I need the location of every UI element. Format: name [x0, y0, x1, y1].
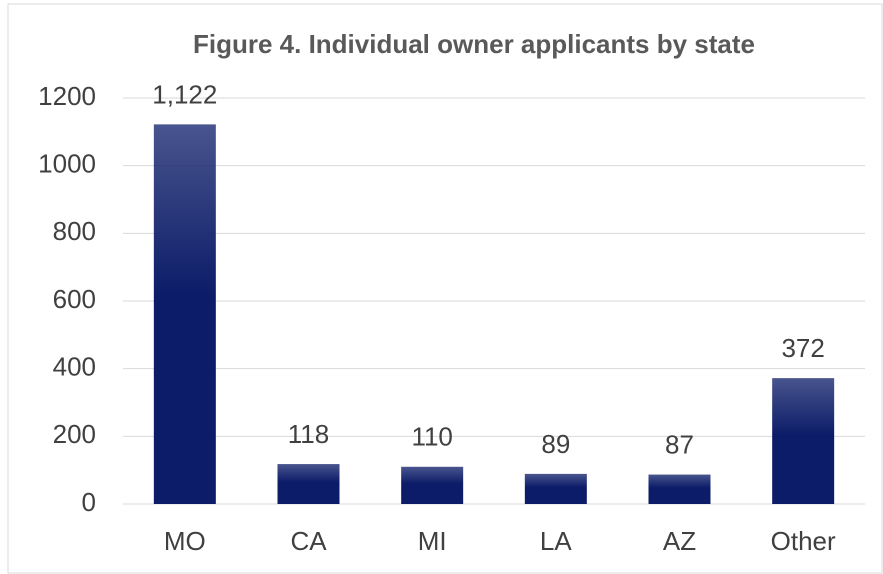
value-label: 110	[411, 422, 452, 452]
y-tick-label: 800	[53, 216, 96, 246]
y-tick-label: 200	[53, 419, 96, 449]
x-tick-label: MO	[164, 526, 206, 556]
bar	[277, 464, 340, 504]
x-tick-label: AZ	[663, 526, 696, 556]
y-tick-label: 1200	[38, 81, 96, 111]
bar	[524, 473, 587, 504]
y-tick-label: 0	[82, 487, 96, 517]
bar	[772, 378, 835, 504]
chart-border	[7, 3, 883, 574]
value-label: 372	[781, 333, 824, 363]
x-tick-label: Other	[771, 526, 836, 556]
value-label: 1,122	[152, 79, 217, 109]
y-tick-label: 400	[53, 352, 96, 382]
chart-title: Figure 4. Individual owner applicants by…	[193, 29, 755, 59]
bar	[153, 124, 216, 504]
y-tick-label: 1000	[38, 149, 96, 179]
x-tick-label: MI	[418, 526, 447, 556]
value-label: 89	[541, 429, 570, 459]
bar	[648, 474, 711, 504]
value-label: 87	[665, 429, 694, 459]
x-tick-label: CA	[290, 526, 327, 556]
bar	[401, 466, 464, 504]
value-label: 118	[288, 419, 329, 449]
y-tick-label: 600	[53, 284, 96, 314]
x-tick-label: LA	[540, 526, 572, 556]
